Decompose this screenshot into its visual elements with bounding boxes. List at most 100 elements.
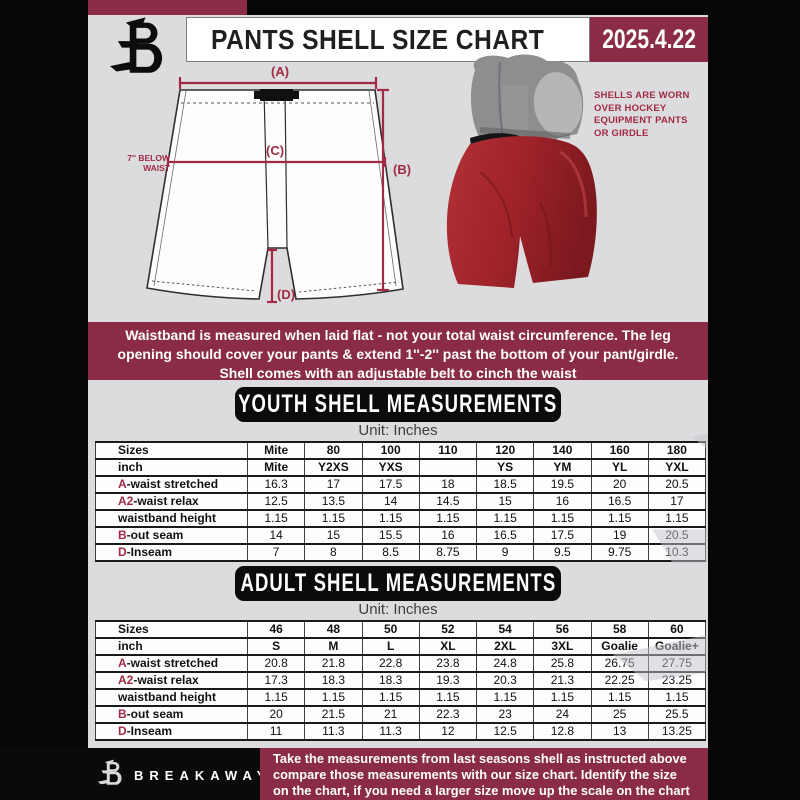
- table-cell: 160: [590, 441, 649, 460]
- caption-line: OR GIRDLE: [594, 127, 649, 139]
- red-shell-shape: [446, 136, 597, 288]
- table-cell: 8.75: [418, 543, 478, 562]
- table-cell: 25.5: [647, 705, 707, 724]
- dim-label-b: (B): [393, 162, 411, 177]
- table-cell: 19.5: [533, 475, 592, 494]
- table-cell: 60: [647, 620, 707, 639]
- table-cell: 1.15: [647, 688, 707, 707]
- table-row: D-Inseam 11 11.3 11.3 12 12.5 12.8 13 13.25: [95, 722, 707, 741]
- table-cell: Y2XS: [304, 458, 363, 477]
- row-label: A-waist stretched: [95, 475, 248, 494]
- table-cell: 20.5: [647, 526, 707, 545]
- row-label: inch: [95, 458, 248, 477]
- table-cell: 18.3: [304, 671, 363, 690]
- row-label-prefix: A2: [118, 673, 134, 687]
- table-cell: YM: [533, 458, 592, 477]
- table-row: A2-waist relax 17.3 18.3 18.3 19.3 20.3 21.3 22…: [95, 671, 707, 690]
- side-note-line1: 7'' BELOW: [127, 153, 171, 163]
- dimension-line-c: [166, 157, 387, 167]
- row-label: Sizes: [95, 620, 248, 639]
- caption-line: EQUIPMENT PANTS: [594, 115, 688, 126]
- table-cell: 180: [647, 441, 707, 460]
- footer-note: Take the measurements from last seasons …: [260, 748, 708, 800]
- table-cell: 17.3: [246, 671, 306, 690]
- row-label: Sizes: [95, 441, 248, 460]
- table-cell: 52: [418, 620, 478, 639]
- photo-caption: SHELLS ARE WORN OVER HOCKEY EQUIPMENT PA…: [594, 90, 706, 140]
- table-cell: 50: [361, 620, 420, 639]
- table-cell: 14: [246, 526, 306, 545]
- table-cell: 18.3: [361, 671, 420, 690]
- table-cell: 56: [533, 620, 592, 639]
- table-cell: 1.15: [647, 509, 707, 528]
- footer-line: on the chart, if you need a larger size …: [273, 782, 690, 798]
- table-cell: 11.3: [361, 722, 420, 741]
- adult-section-title: ADULT SHELL MEASUREMENTS: [235, 566, 561, 601]
- table-cell: 7: [246, 543, 306, 562]
- table-cell: 48: [304, 620, 363, 639]
- row-label-prefix: B: [118, 707, 127, 721]
- table-cell: 16: [418, 526, 478, 545]
- table-cell: 1.15: [475, 688, 535, 707]
- table-row: waistband height 1.15 1.15 1.15 1.15 1.15 1.15…: [95, 688, 707, 707]
- table-cell: Mite: [246, 441, 306, 460]
- table-cell: 1.15: [590, 509, 649, 528]
- youth-section-title: YOUTH SHELL MEASUREMENTS: [235, 387, 561, 422]
- table-cell: 23: [475, 705, 535, 724]
- table-cell: 1.15: [361, 688, 420, 707]
- row-label: waistband height: [95, 509, 248, 528]
- table-cell: 17: [304, 475, 363, 494]
- dimension-line-b: [377, 88, 389, 292]
- table-cell: 16.3: [246, 475, 306, 494]
- table-row: A-waist stretched 16.3 17 17.5 18 18.5 19.5 20 2…: [95, 475, 707, 494]
- table-cell: 1.15: [590, 688, 649, 707]
- dim-label-c: (C): [266, 143, 284, 158]
- row-label-prefix: A: [118, 656, 127, 670]
- banner-line: opening should cover your pants & extend…: [117, 346, 679, 362]
- table-cell: 1.15: [304, 688, 363, 707]
- table-row: D-Inseam 7 8 8.5 8.75 9 9.5 9.75 10.3: [95, 543, 707, 562]
- table-cell: 21.8: [304, 654, 363, 673]
- table-cell: 11.3: [304, 722, 363, 741]
- table-cell: 9: [475, 543, 535, 562]
- table-cell: 100: [361, 441, 420, 460]
- adult-size-table: Sizes 46 48 50 52 54 56 58 60 inch S M L XL 2XL 3XL Goal…: [95, 620, 707, 741]
- table-cell: 1.15: [304, 509, 363, 528]
- table-cell: XL: [418, 637, 478, 656]
- table-cell: 16.5: [475, 526, 535, 545]
- table-cell: 2XL: [475, 637, 535, 656]
- table-cell: 14: [361, 492, 420, 511]
- table-cell: 21.5: [304, 705, 363, 724]
- info-banner: Waistband is measured when laid flat - n…: [88, 322, 708, 381]
- row-label: A-waist stretched: [95, 654, 248, 673]
- table-row: B-out seam 20 21.5 21 22.3 23 24 25 25.5: [95, 705, 707, 724]
- table-cell: S: [246, 637, 306, 656]
- table-cell: YXL: [647, 458, 707, 477]
- table-cell: 23.8: [418, 654, 478, 673]
- row-label: D-Inseam: [95, 543, 248, 562]
- dimension-line-a: [178, 77, 378, 89]
- table-cell: 46: [246, 620, 306, 639]
- banner-line: Shell comes with an adjustable belt to c…: [219, 365, 577, 381]
- table-cell: [418, 458, 478, 477]
- table-cell: 1.15: [246, 509, 306, 528]
- table-cell: 17: [647, 492, 707, 511]
- banner-line: Waistband is measured when laid flat - n…: [125, 327, 671, 343]
- table-row: Sizes 46 48 50 52 54 56 58 60: [95, 620, 707, 639]
- belt-buckle: [260, 89, 293, 101]
- header-title-bar: PANTS SHELL SIZE CHART: [186, 17, 590, 62]
- table-cell: 58: [590, 620, 649, 639]
- size-table: Sizes 46 48 50 52 54 56 58 60 inch S M L XL 2XL 3XL Goal…: [95, 620, 707, 741]
- table-row: B-out seam 14 15 15.5 16 16.5 17.5 19 20.5: [95, 526, 707, 545]
- table-cell: 20.8: [246, 654, 306, 673]
- row-label-prefix: A2: [118, 494, 134, 508]
- table-cell: 80: [304, 441, 363, 460]
- table-cell: YL: [590, 458, 649, 477]
- table-cell: 13.25: [647, 722, 707, 741]
- table-cell: 22.3: [418, 705, 478, 724]
- table-cell: 12.5: [246, 492, 306, 511]
- footer-line: compare those measurements with our size…: [273, 766, 677, 782]
- side-note-line2: WAIST: [143, 163, 171, 173]
- unit-label-youth: Unit: Inches: [358, 422, 438, 439]
- row-label-prefix: A: [118, 477, 127, 491]
